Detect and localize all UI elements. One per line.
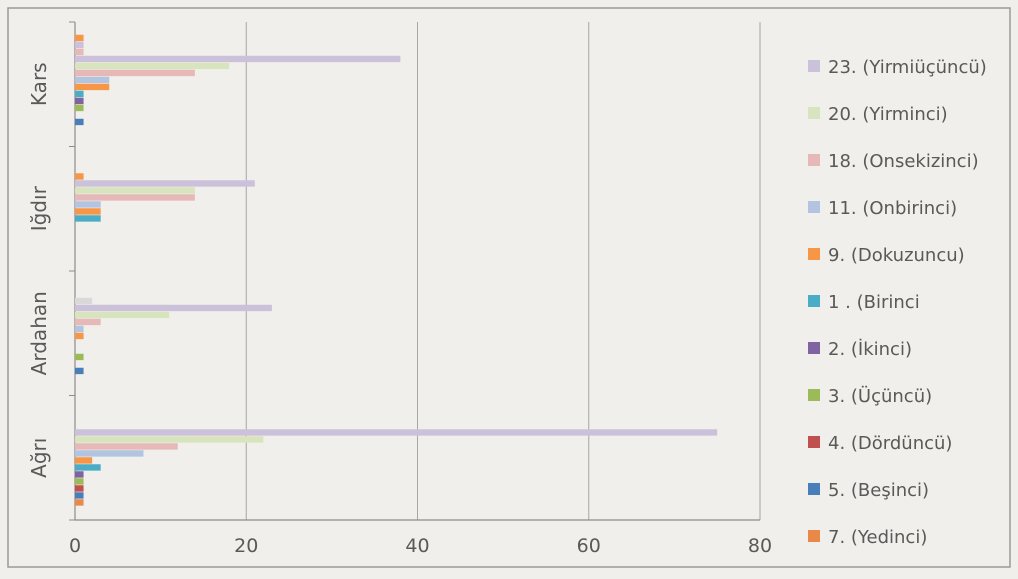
bar: [75, 492, 84, 499]
legend-swatch: [808, 154, 820, 166]
legend-label: 7. (Yedinci): [828, 527, 927, 548]
bar: [75, 83, 110, 91]
category-label: Iğdır: [27, 185, 51, 231]
bar: [75, 325, 84, 333]
category-label: Ardahan: [27, 291, 51, 375]
bar: [75, 104, 84, 112]
bar: [75, 194, 195, 201]
bar: [75, 367, 84, 375]
bar: [75, 450, 144, 457]
bar: [75, 118, 84, 126]
bar: [75, 457, 93, 464]
x-tick-label: 40: [405, 535, 429, 557]
category-label: Kars: [27, 62, 51, 106]
bar: [75, 429, 718, 436]
legend-label: 3. (Üçüncü): [828, 385, 932, 407]
bar: [75, 48, 84, 56]
legend-swatch: [808, 389, 820, 401]
bar: [75, 76, 110, 84]
bar: [75, 353, 84, 361]
bar: [75, 34, 84, 42]
bar: [75, 97, 84, 105]
bar: [75, 297, 93, 305]
x-tick-label: 60: [577, 535, 601, 557]
legend-swatch: [808, 60, 820, 72]
x-tick-label: 0: [69, 535, 81, 557]
bar: [75, 499, 84, 506]
legend-swatch: [808, 201, 820, 213]
category-label: Ağrı: [27, 438, 51, 478]
bar: [75, 464, 101, 471]
bar: [75, 180, 255, 187]
bar: [75, 208, 101, 215]
bar: [75, 436, 264, 443]
bar: [75, 443, 178, 450]
legend-label: 23. (Yirmiüçüncü): [828, 57, 987, 78]
legend-label: 4. (Dördüncü): [828, 433, 952, 454]
bar: [75, 478, 84, 485]
legend-label: 5. (Beşinci): [828, 480, 929, 501]
legend-swatch: [808, 530, 820, 542]
legend-swatch: [808, 107, 820, 119]
bar: [75, 311, 170, 319]
bar: [75, 304, 272, 312]
bar: [75, 69, 195, 77]
x-tick-label: 20: [234, 535, 258, 557]
legend-swatch: [808, 436, 820, 448]
bar: [75, 485, 84, 492]
bar: [75, 173, 84, 180]
bar: [75, 62, 230, 70]
legend-swatch: [808, 342, 820, 354]
bar: [75, 55, 401, 63]
bar: [75, 90, 84, 98]
x-tick-label: 80: [748, 535, 772, 557]
legend-label: 1 . (Birinci: [828, 292, 920, 313]
bar: [75, 332, 84, 340]
bar: [75, 201, 101, 208]
legend-swatch: [808, 483, 820, 495]
bar: [75, 215, 101, 222]
legend-label: 9. (Dokuzuncu): [828, 245, 965, 266]
bar: [75, 318, 101, 326]
bar: [75, 187, 195, 194]
bar: [75, 471, 84, 478]
legend-label: 2. (İkinci): [828, 339, 912, 360]
bar: [75, 41, 84, 49]
legend-swatch: [808, 248, 820, 260]
legend-label: 20. (Yirminci): [828, 104, 948, 125]
legend-label: 18. (Onsekizinci): [828, 151, 979, 172]
legend-label: 11. (Onbirinci): [828, 198, 957, 219]
chart-frame: [7, 7, 1011, 568]
legend-swatch: [808, 295, 820, 307]
